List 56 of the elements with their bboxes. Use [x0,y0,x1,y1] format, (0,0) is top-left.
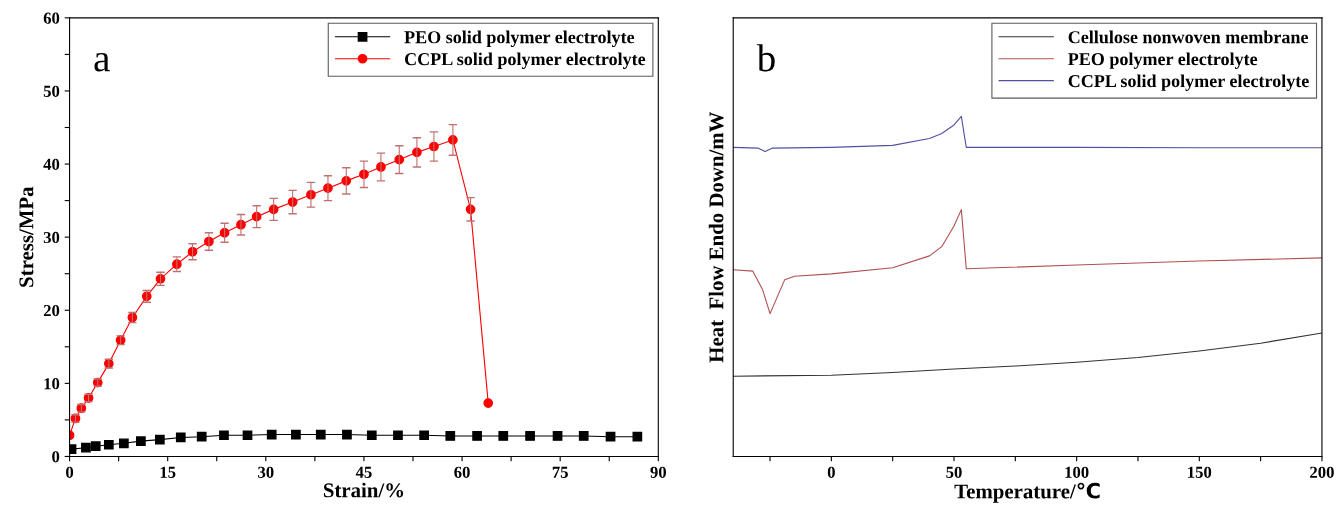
x-tick-label: 0 [66,466,74,478]
point [291,429,301,440]
point [90,441,101,452]
point [419,430,429,441]
point [219,430,229,441]
point [472,431,482,441]
x-tick-label: 45 [355,466,372,478]
point [366,430,377,441]
x-tick-label: 60 [454,466,470,478]
y-axis-title: Heat Flow Endo Down/mW [708,111,724,363]
point [578,431,589,441]
point [525,431,535,441]
x-axis-title: Temperature/℃ [954,482,1100,503]
y-tick-label: 10 [44,378,60,390]
point [393,430,403,441]
point [483,398,494,408]
legend-label: PEO solid polymer electrolyte [404,30,635,48]
point [315,429,326,440]
point [445,431,456,441]
y-tick-label: 0 [52,451,60,463]
point [605,431,616,442]
text: b [756,44,775,72]
point [103,439,114,450]
point [552,431,563,441]
point [81,442,91,453]
y-tick-label: 50 [43,85,60,97]
x-tick-label: 90 [650,466,666,478]
point [498,431,509,441]
point [136,436,146,446]
point [119,438,129,449]
point [154,434,165,445]
x-tick-label: 200 [1310,466,1334,478]
point [266,429,277,440]
x-tick-label: 150 [1188,466,1212,478]
point [242,430,253,441]
x-tick-label: 0 [827,466,835,478]
y-axis-title: Stress/MPa [19,186,34,287]
point [175,432,186,443]
y-tick-label: 20 [43,304,60,317]
legend-label: PEO polymer electrolyte [1068,52,1258,69]
y-tick-label: 60 [43,12,60,24]
legend-label: Cellulose nonwoven membrane [1068,30,1309,44]
point [196,431,207,442]
legend-label: CCPL solid polymer electrolyte [404,52,646,69]
point [342,429,352,440]
x-tick-label: 15 [160,466,176,478]
x-tick-label: 75 [552,466,568,478]
x-tick-label: 50 [946,466,962,478]
y-tick-label: 30 [43,231,60,244]
point [632,431,643,442]
legend-label: CCPL solid polymer electrolyte [1068,74,1309,91]
y-tick-label: 40 [43,158,60,170]
annotation: a [94,52,110,72]
x-tick-label: 100 [1065,466,1089,478]
x-axis-title: Strain/% [323,482,404,498]
x-tick-label: 30 [258,466,274,478]
